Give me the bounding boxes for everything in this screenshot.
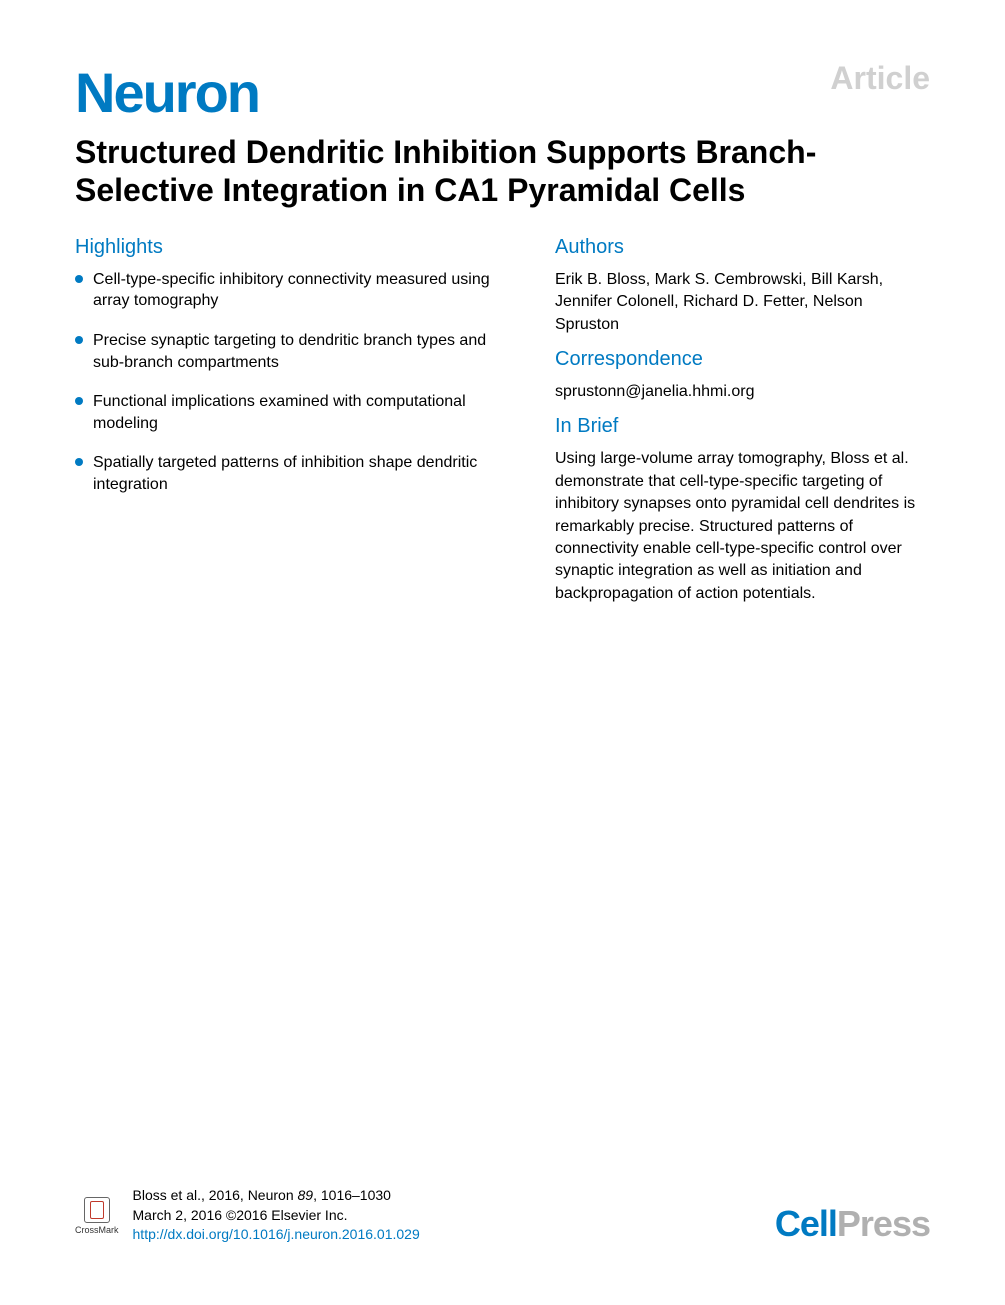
content-columns: Highlights Cell-type-specific inhibitory…	[75, 230, 930, 617]
right-column: Authors Erik B. Bloss, Mark S. Cembrowsk…	[555, 230, 930, 617]
in-brief-text: Using large-volume array tomography, Blo…	[555, 448, 930, 605]
journal-logo: Neuron	[75, 60, 930, 125]
highlights-list: Cell-type-specific inhibitory connectivi…	[75, 269, 515, 496]
crossmark-label: CrossMark	[75, 1225, 119, 1235]
cellpress-logo: CellPress	[775, 1203, 930, 1245]
highlights-heading: Highlights	[75, 236, 515, 259]
correspondence-heading: Correspondence	[555, 348, 930, 371]
citation-authors-journal: Bloss et al., 2016, Neuron	[133, 1187, 298, 1203]
citation-line-2: March 2, 2016 ©2016 Elsevier Inc.	[133, 1206, 420, 1226]
crossmark-icon	[84, 1197, 110, 1223]
highlight-item: Spatially targeted patterns of inhibitio…	[75, 452, 515, 495]
article-type-label: Article	[830, 60, 930, 97]
crossmark-badge[interactable]: CrossMark	[75, 1197, 119, 1235]
correspondence-email[interactable]: sprustonn@janelia.hhmi.org	[555, 381, 930, 403]
highlight-item: Precise synaptic targeting to dendritic …	[75, 330, 515, 373]
in-brief-heading: In Brief	[555, 415, 930, 438]
authors-text: Erik B. Bloss, Mark S. Cembrowski, Bill …	[555, 269, 930, 336]
citation-line-1: Bloss et al., 2016, Neuron 89, 1016–1030	[133, 1186, 420, 1206]
left-column: Highlights Cell-type-specific inhibitory…	[75, 230, 515, 617]
page-footer: CrossMark Bloss et al., 2016, Neuron 89,…	[75, 1186, 930, 1245]
citation-block: Bloss et al., 2016, Neuron 89, 1016–1030…	[133, 1186, 420, 1245]
citation-pages: , 1016–1030	[313, 1187, 391, 1203]
cellpress-cell: Cell	[775, 1203, 837, 1244]
highlight-item: Functional implications examined with co…	[75, 391, 515, 434]
cellpress-press: Press	[837, 1203, 930, 1244]
citation-doi-link[interactable]: http://dx.doi.org/10.1016/j.neuron.2016.…	[133, 1225, 420, 1245]
authors-heading: Authors	[555, 236, 930, 259]
article-title: Structured Dendritic Inhibition Supports…	[75, 133, 930, 210]
citation-volume: 89	[298, 1187, 314, 1203]
footer-left: CrossMark Bloss et al., 2016, Neuron 89,…	[75, 1186, 420, 1245]
highlight-item: Cell-type-specific inhibitory connectivi…	[75, 269, 515, 312]
